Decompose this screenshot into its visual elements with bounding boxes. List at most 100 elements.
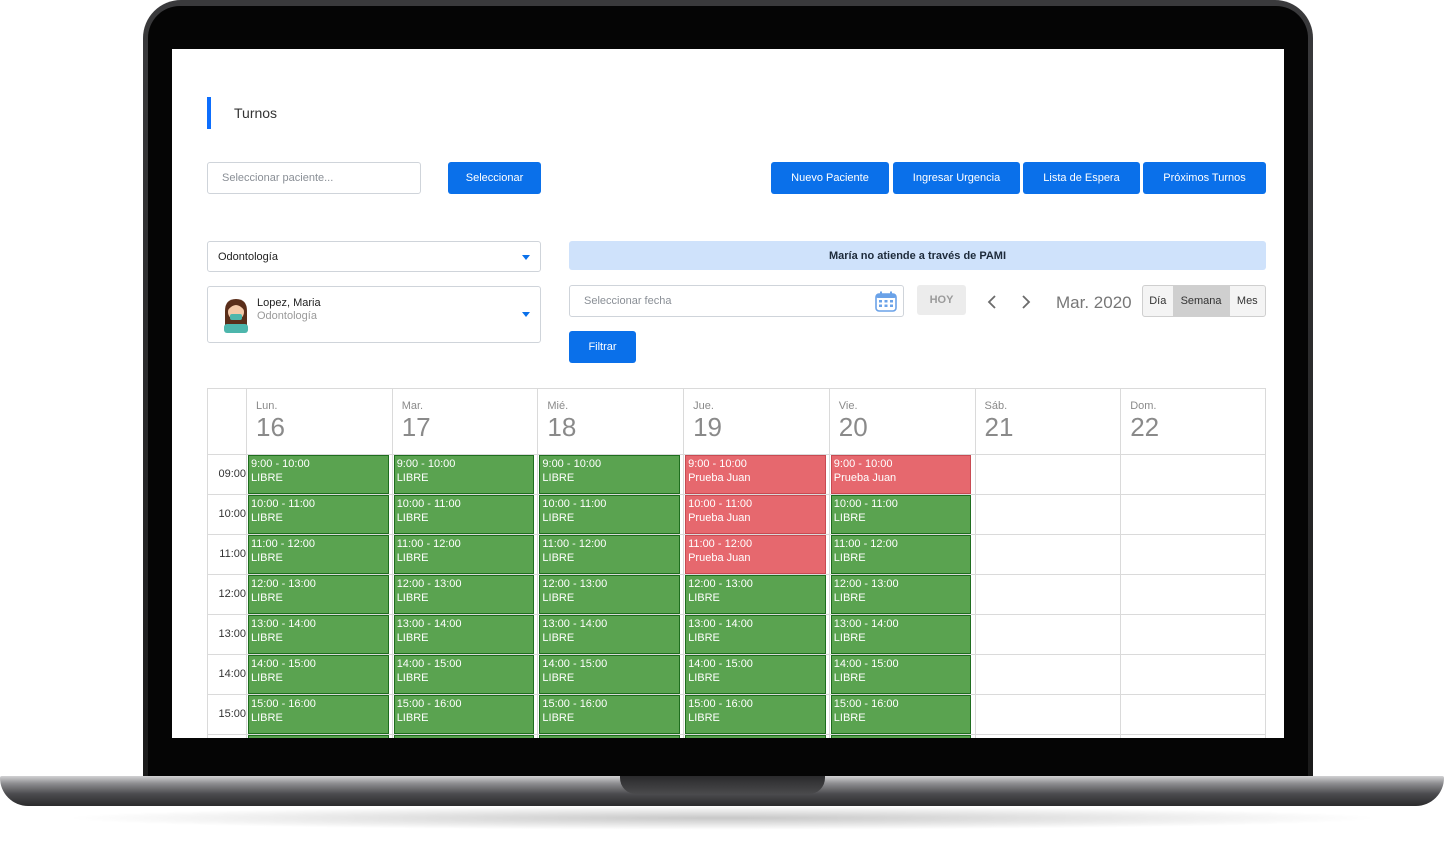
professional-select[interactable]: Lopez, Maria Odontología	[207, 286, 541, 343]
slot-status: LIBRE	[396, 552, 429, 564]
slot-status: LIBRE	[542, 552, 575, 564]
day-header-number: 16	[256, 412, 285, 442]
appointment-slot-free[interactable]: 9:00 - 10:00 LIBRE	[248, 455, 389, 494]
appointment-slot-booked[interactable]: 11:00 - 12:00 Prueba Juan	[685, 535, 826, 574]
appointment-slot-free[interactable]: 15:00 - 16:00 LIBRE	[830, 695, 972, 734]
specialty-value: Odontología	[218, 251, 278, 263]
slot-time: 14:00 - 15:00	[833, 658, 899, 670]
slot-time: 13:00 - 14:00	[542, 618, 608, 630]
appointment-slot-free[interactable]: 12:00 - 13:00 LIBRE	[685, 575, 826, 614]
appointment-slot-free[interactable]: 13:00 - 14:00 LIBRE	[539, 615, 681, 654]
day-header-name: Mar.	[401, 400, 424, 412]
chevron-left-icon[interactable]	[982, 287, 1002, 317]
grid-row-divider	[208, 734, 1265, 735]
select-patient-button[interactable]: Seleccionar	[448, 162, 541, 194]
specialty-select[interactable]: Odontología	[207, 241, 541, 272]
slot-status: LIBRE	[688, 632, 720, 644]
appointment-slot-free[interactable]: 12:00 - 13:00 LIBRE	[539, 575, 681, 614]
appointment-slot-free[interactable]: 10:00 - 11:00 LIBRE	[539, 495, 681, 534]
slot-time: 14:00 - 15:00	[688, 658, 753, 670]
appointment-slot-booked[interactable]: 9:00 - 10:00 Prueba Juan	[685, 455, 826, 494]
slot-status: LIBRE	[542, 592, 575, 604]
appointment-slot-free[interactable]: 10:00 - 11:00 LIBRE	[248, 495, 389, 534]
slot-time: 11:00 - 12:00	[688, 538, 753, 550]
appointment-slot-partial[interactable]	[248, 735, 389, 738]
day-header-number: 21	[984, 412, 1014, 442]
appointment-slot-partial[interactable]	[685, 735, 826, 738]
professional-name: Lopez, Maria	[257, 297, 321, 309]
day-header-number: 20	[838, 412, 868, 442]
filter-button[interactable]: Filtrar	[569, 331, 636, 363]
app-screen: Turnos Seleccionar paciente... Seleccion…	[172, 49, 1284, 738]
appointment-slot-free[interactable]: 10:00 - 11:00 LIBRE	[393, 495, 535, 534]
appointment-slot-free[interactable]: 14:00 - 15:00 LIBRE	[539, 655, 681, 694]
view-month-button[interactable]: Mes	[1236, 295, 1258, 307]
slot-status: LIBRE	[542, 512, 575, 524]
appointment-slot-free[interactable]: 12:00 - 13:00 LIBRE	[248, 575, 389, 614]
appointment-slot-free[interactable]: 14:00 - 15:00 LIBRE	[685, 655, 826, 694]
hour-label: 10:00	[218, 508, 246, 520]
appointment-slot-partial[interactable]	[539, 735, 681, 738]
calendar-icon[interactable]	[875, 291, 897, 312]
appointment-slot-free[interactable]: 15:00 - 16:00 LIBRE	[393, 695, 535, 734]
day-header-name: Mié.	[547, 400, 569, 412]
slot-time: 9:00 - 10:00	[833, 458, 893, 470]
slot-status: LIBRE	[396, 472, 429, 484]
slot-time: 10:00 - 11:00	[688, 498, 753, 510]
slot-time: 10:00 - 11:00	[396, 498, 461, 510]
appointment-slot-free[interactable]: 13:00 - 14:00 LIBRE	[248, 615, 389, 654]
upcoming-appointments-button[interactable]: Próximos Turnos	[1143, 162, 1266, 194]
appointment-slot-free[interactable]: 12:00 - 13:00 LIBRE	[393, 575, 535, 614]
slot-time: 11:00 - 12:00	[542, 538, 607, 550]
appointment-slot-free[interactable]: 13:00 - 14:00 LIBRE	[393, 615, 535, 654]
slot-time: 12:00 - 13:00	[396, 578, 462, 590]
appointment-slot-free[interactable]: 11:00 - 12:00 LIBRE	[830, 535, 972, 574]
appointment-slot-free[interactable]: 15:00 - 16:00 LIBRE	[539, 695, 681, 734]
appointment-slot-free[interactable]: 14:00 - 15:00 LIBRE	[830, 655, 972, 694]
chevron-right-icon[interactable]	[1016, 287, 1036, 317]
appointment-slot-free[interactable]: 11:00 - 12:00 LIBRE	[393, 535, 535, 574]
appointment-slot-free[interactable]: 14:00 - 15:00 LIBRE	[393, 655, 535, 694]
slot-status: LIBRE	[833, 632, 866, 644]
appointment-slot-booked[interactable]: 9:00 - 10:00 Prueba Juan	[830, 455, 972, 494]
grid-row-divider	[208, 694, 1265, 695]
grid-column-divider	[974, 389, 976, 738]
appointment-slot-free[interactable]: 11:00 - 12:00 LIBRE	[248, 535, 389, 574]
slot-status: LIBRE	[542, 712, 575, 724]
slot-status: Prueba Juan	[688, 552, 751, 564]
current-month-label: Mar. 2020	[1056, 293, 1132, 312]
appointment-slot-free[interactable]: 11:00 - 12:00 LIBRE	[539, 535, 681, 574]
appointment-slot-partial[interactable]	[393, 735, 535, 738]
slot-time: 11:00 - 12:00	[251, 538, 316, 550]
waiting-list-button[interactable]: Lista de Espera	[1023, 162, 1140, 194]
appointment-slot-free[interactable]: 13:00 - 14:00 LIBRE	[685, 615, 826, 654]
slot-time: 15:00 - 16:00	[251, 698, 316, 710]
slot-time: 13:00 - 14:00	[688, 618, 753, 630]
slot-status: LIBRE	[833, 712, 866, 724]
slot-time: 14:00 - 15:00	[396, 658, 462, 670]
slot-status: LIBRE	[688, 712, 720, 724]
appointment-slot-free[interactable]: 10:00 - 11:00 LIBRE	[830, 495, 972, 534]
new-patient-button[interactable]: Nuevo Paciente	[771, 162, 889, 194]
slot-status: LIBRE	[396, 592, 429, 604]
slot-time: 12:00 - 13:00	[688, 578, 753, 590]
appointment-slot-free[interactable]: 9:00 - 10:00 LIBRE	[393, 455, 535, 494]
slot-status: LIBRE	[688, 592, 720, 604]
emergency-button[interactable]: Ingresar Urgencia	[893, 162, 1020, 194]
date-input[interactable]: Seleccionar fecha	[569, 285, 904, 317]
slot-time: 9:00 - 10:00	[688, 458, 747, 470]
appointment-slot-free[interactable]: 14:00 - 15:00 LIBRE	[248, 655, 389, 694]
appointment-slot-booked[interactable]: 10:00 - 11:00 Prueba Juan	[685, 495, 826, 534]
view-day-button[interactable]: Día	[1143, 286, 1174, 316]
appointment-slot-free[interactable]: 12:00 - 13:00 LIBRE	[830, 575, 972, 614]
appointment-slot-free[interactable]: 13:00 - 14:00 LIBRE	[830, 615, 972, 654]
appointment-slot-free[interactable]: 15:00 - 16:00 LIBRE	[248, 695, 389, 734]
view-week-button[interactable]: Semana	[1173, 286, 1230, 316]
appointment-slot-partial[interactable]	[830, 735, 972, 738]
patient-search-input[interactable]: Seleccionar paciente...	[207, 162, 421, 194]
today-button[interactable]: HOY	[917, 285, 966, 315]
week-calendar: Lun. 16 Mar. 17 Mié. 18 Jue. 19 Vie. 20 Sáb. 21 Dom.…	[207, 388, 1266, 738]
appointment-slot-free[interactable]: 9:00 - 10:00 LIBRE	[539, 455, 681, 494]
slot-time: 10:00 - 11:00	[251, 498, 316, 510]
appointment-slot-free[interactable]: 15:00 - 16:00 LIBRE	[685, 695, 826, 734]
